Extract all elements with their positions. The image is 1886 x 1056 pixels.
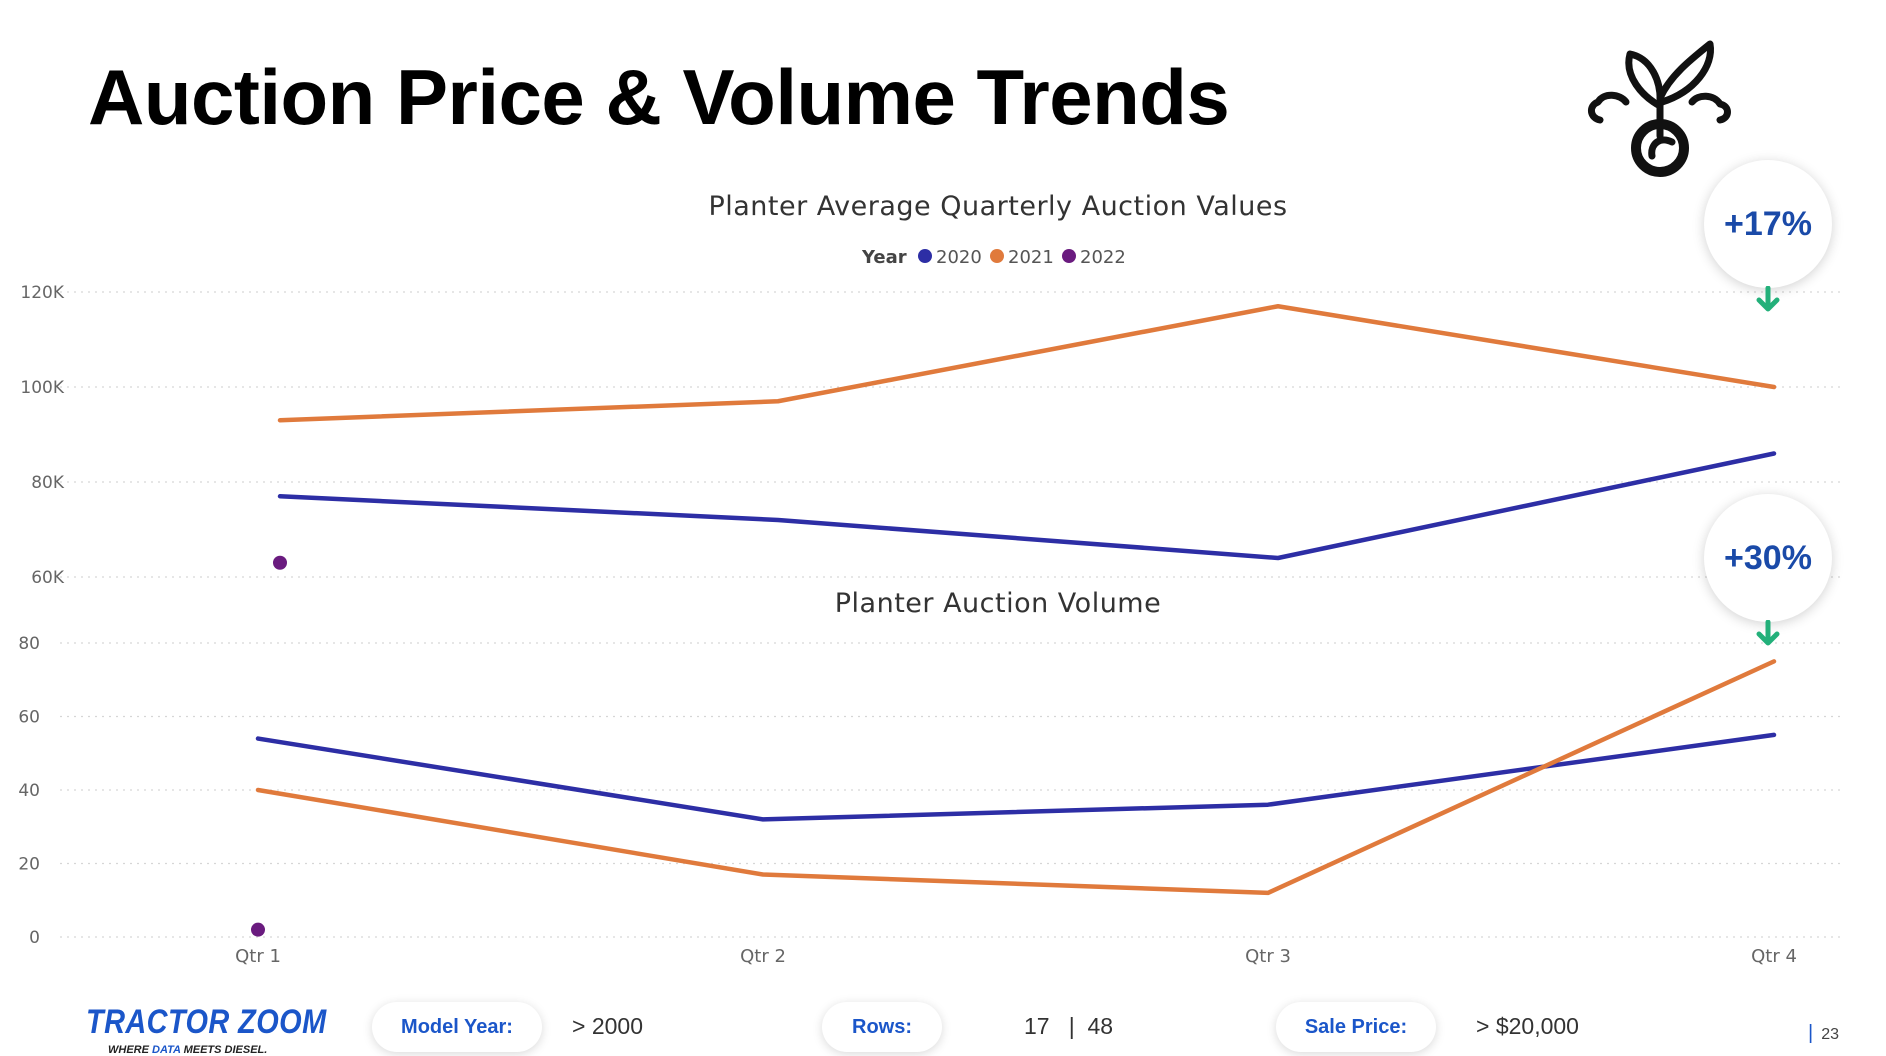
callout-price-label: +17%: [1724, 204, 1812, 243]
y-tick-label: 120K: [20, 283, 64, 303]
logo-name: TRACTOR ZOOM: [86, 1003, 327, 1041]
data-point-2022: [273, 555, 287, 570]
sale-price-label: Sale Price:: [1304, 1015, 1408, 1038]
x-tick-label: Qtr 1: [235, 946, 281, 967]
series-line-2020: [255, 732, 1777, 822]
callout-volume-label: +30%: [1724, 538, 1812, 577]
x-tick-label: Qtr 2: [740, 946, 786, 967]
data-point-2022: [251, 922, 265, 937]
series-line-2021: [255, 659, 1777, 896]
y-tick-label: 60K: [31, 568, 65, 588]
legend-label-2022: 2022: [1080, 247, 1126, 268]
y-tick-label: 80: [18, 634, 40, 654]
chart-title: Planter Average Quarterly Auction Values: [708, 191, 1287, 222]
down-arrow-icon: [1756, 620, 1780, 646]
x-tick-label: Qtr 3: [1245, 946, 1291, 967]
tractor-zoom-logo: TRACTOR ZOOM WHERE DATA MEETS DIESEL.: [86, 1003, 369, 1056]
page-title: Auction Price & Volume Trends: [88, 53, 1230, 141]
series-line-2020: [277, 451, 1777, 561]
logo-tagline: WHERE DATA MEETS DIESEL.: [108, 1044, 268, 1056]
y-tick-label: 0: [29, 928, 40, 948]
series-line-2021: [277, 304, 1777, 423]
rows-pill: Rows:: [822, 1002, 942, 1052]
y-tick-label: 20: [18, 855, 40, 875]
legend-marker-2020: [918, 249, 932, 263]
y-tick-label: 80K: [31, 473, 65, 493]
model-year-value: > 2000: [572, 1013, 643, 1039]
down-arrow-icon: [1756, 286, 1780, 312]
x-tick-label: Qtr 4: [1751, 946, 1797, 967]
line-charts: Planter Average Quarterly Auction Values…: [18, 191, 1840, 967]
legend-marker-2021: [990, 249, 1004, 263]
model-year-pill: Model Year:: [372, 1002, 542, 1052]
sale-price-pill: Sale Price:: [1276, 1002, 1436, 1052]
y-tick-label: 40: [18, 781, 40, 801]
y-tick-label: 60: [18, 708, 40, 728]
legend-title: Year: [861, 247, 907, 268]
legend-label-2021: 2021: [1008, 247, 1054, 268]
page-number: | 23: [1808, 1022, 1839, 1044]
seedling-icon: [1588, 40, 1731, 177]
rows-label: Rows:: [852, 1015, 912, 1038]
y-tick-label: 100K: [20, 378, 64, 398]
legend-marker-2022: [1062, 249, 1076, 263]
chart-title: Planter Auction Volume: [835, 588, 1161, 619]
callout-bubble-price: +17%: [1704, 160, 1832, 288]
model-year-label: Model Year:: [401, 1015, 513, 1038]
rows-value: 17 | 48: [1024, 1013, 1114, 1039]
legend-label-2020: 2020: [936, 247, 982, 268]
callout-bubble-volume: +30%: [1704, 494, 1832, 622]
sale-price-value: > $20,000: [1476, 1013, 1579, 1039]
